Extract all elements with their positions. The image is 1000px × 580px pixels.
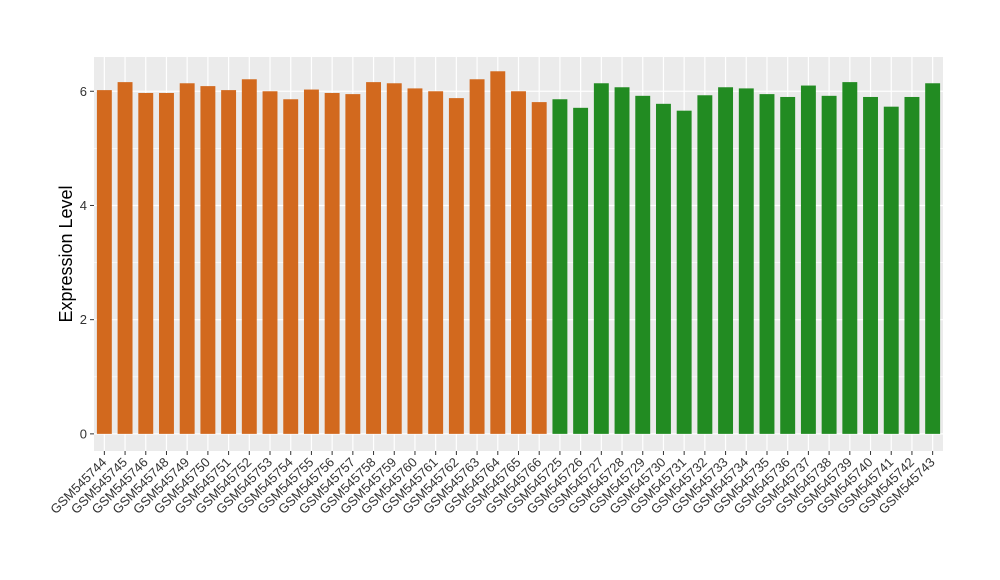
bar-GSM545752 (241, 79, 257, 434)
bar-GSM545735 (759, 94, 775, 434)
bar-GSM545761 (428, 91, 444, 434)
bar-GSM545733 (718, 87, 734, 434)
bar-GSM545766 (531, 102, 547, 434)
bar-GSM545736 (780, 96, 796, 434)
x-axis: GSM545744GSM545745GSM545746GSM545748GSM5… (47, 451, 938, 517)
y-axis-title: Expression Level (56, 185, 76, 322)
bar-GSM545742 (904, 96, 920, 434)
bar-GSM545726 (573, 107, 589, 434)
bar-GSM545764 (490, 71, 506, 434)
bar-GSM545746 (138, 92, 154, 434)
bar-GSM545753 (262, 91, 278, 434)
bar-GSM545763 (469, 79, 485, 434)
bar-GSM545765 (511, 91, 526, 434)
bar-GSM545756 (324, 92, 340, 434)
bar-GSM545755 (303, 89, 319, 434)
bars-layer (96, 71, 941, 434)
bar-GSM545757 (345, 94, 361, 434)
bar-GSM545731 (676, 110, 692, 434)
bar-GSM545725 (552, 99, 568, 434)
bar-GSM545728 (614, 87, 630, 434)
bar-GSM545741 (883, 106, 899, 434)
bar-GSM545729 (635, 95, 651, 434)
bar-GSM545727 (593, 83, 609, 434)
bar-GSM545751 (221, 90, 237, 434)
y-tick-label: 0 (80, 426, 87, 441)
bar-GSM545730 (655, 103, 671, 434)
bar-GSM545754 (283, 99, 299, 434)
bar-GSM545743 (925, 83, 941, 434)
bar-GSM545762 (448, 98, 464, 434)
bar-GSM545749 (179, 83, 195, 434)
bar-GSM545732 (697, 95, 713, 434)
bar-GSM545759 (386, 83, 402, 434)
bar-GSM545748 (159, 92, 174, 434)
bar-GSM545744 (96, 90, 112, 434)
y-tick-label: 6 (80, 84, 87, 99)
y-axis: 0 2 4 6 (80, 84, 94, 441)
bar-GSM545750 (200, 86, 216, 434)
bar-GSM545737 (800, 85, 816, 434)
y-tick-label: 4 (80, 198, 87, 213)
y-tick-label: 2 (80, 312, 87, 327)
bar-GSM545758 (366, 82, 382, 434)
bar-GSM545734 (738, 88, 754, 434)
bar-GSM545745 (117, 82, 133, 434)
bar-GSM545738 (821, 95, 837, 434)
bar-GSM545739 (842, 82, 858, 434)
bar-GSM545760 (407, 88, 423, 434)
bar-GSM545740 (863, 96, 878, 434)
